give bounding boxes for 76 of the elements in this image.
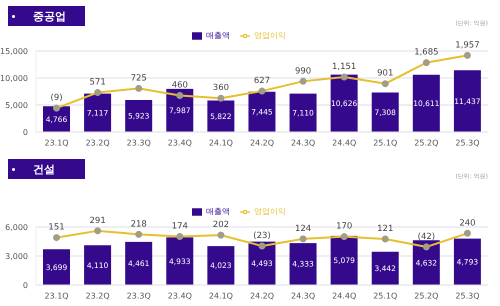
x-tick-label: 23.4Q [168,292,192,301]
x-tick-label: 25.3Q [455,138,480,148]
data-label: 291 [90,216,106,226]
data-label: 360 [212,83,230,94]
bar [290,94,317,132]
legend-label: 매출액 [206,31,230,40]
data-label: 124 [294,224,312,234]
data-label: 1,685 [414,48,439,58]
x-tick-label: 23.2Q [86,138,110,148]
bar [372,92,399,132]
x-tick-label: 23.1Q [44,138,69,148]
data-label: 170 [336,222,352,232]
bar [454,238,481,285]
data-label: 240 [459,218,476,228]
bar [166,88,194,132]
chart-title: 건설 [33,162,55,176]
data-label: 460 [172,80,188,91]
legend-label: 영업이익 [254,31,286,40]
data-label: 1,957 [455,40,480,50]
data-label: 725 [130,73,147,84]
x-tick-label: 24.1Q [208,138,233,148]
x-tick-label: 23.1Q [44,292,69,301]
data-label: 990 [294,66,312,76]
y-tick-label: 10,000 [0,74,28,83]
x-tick-label: 25.1Q [373,138,398,148]
data-label: (23) [253,230,271,241]
y-tick-label: 15,000 [0,46,28,56]
x-tick-label: 24.3Q [291,292,316,301]
x-tick-label: 25.3Q [455,292,480,301]
bar [248,92,276,132]
bar [207,246,234,285]
x-tick-label: 24.1Q [208,292,233,301]
y-tick-label: 0 [22,280,28,290]
data-label: (42) [418,232,436,242]
x-tick-label: 23.2Q [86,292,110,301]
x-tick-label: 24.2Q [250,292,274,301]
chart-title: 중공업 [33,8,66,24]
y-tick-label: 6,000 [5,222,28,232]
x-tick-label: 24.4Q [332,138,356,148]
bar [372,252,399,285]
y-tick-label: 5,000 [5,100,28,110]
bar [207,100,234,132]
x-tick-label: 24.2Q [250,138,274,148]
bar [248,242,276,285]
bar [166,237,194,285]
bar [43,249,70,285]
x-tick-label: 25.1Q [373,292,398,301]
data-label: 571 [90,78,106,88]
bar [290,243,317,285]
x-tick-label: 23.3Q [126,292,151,301]
bar [454,70,481,132]
data-label: 174 [172,221,188,232]
data-label: 218 [130,219,147,230]
x-tick-label: 23.3Q [126,138,151,148]
data-label: 627 [254,76,270,86]
x-tick-label: 23.4Q [168,138,192,148]
x-tick-label: 24.3Q [291,138,316,148]
bar [412,240,440,285]
x-tick-label: 24.4Q [332,292,356,301]
bar [84,94,112,132]
bar [84,245,112,285]
bar [412,74,440,132]
bar [125,242,152,285]
legend-label: 매출액 [206,207,230,216]
x-tick-label: 25.2Q [414,138,438,148]
data-label: 151 [48,222,65,233]
bar [125,100,152,132]
data-label: 121 [377,224,394,234]
y-tick-label: 0 [22,128,28,137]
data-label: (9) [50,93,63,104]
data-label: 202 [212,220,230,230]
x-tick-label: 25.2Q [414,292,438,301]
y-tick-label: 3,000 [5,252,28,261]
data-label: 1,151 [332,62,356,72]
legend-label: 영업이익 [254,207,286,216]
data-label: 901 [377,68,394,79]
